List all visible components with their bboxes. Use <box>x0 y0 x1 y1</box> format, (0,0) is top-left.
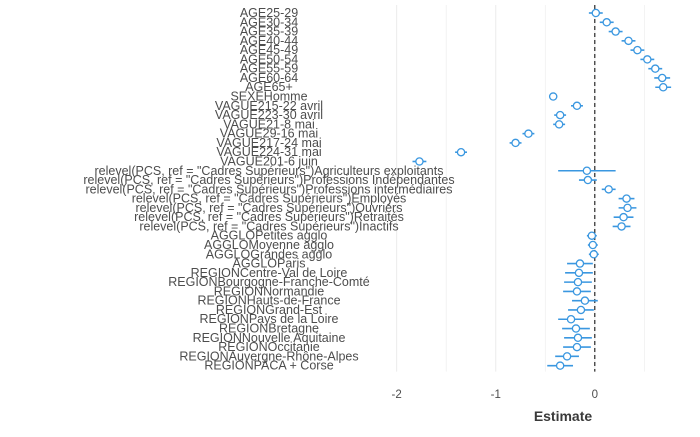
term-labels: AGE25-29AGE30-34AGE35-39AGE40-44AGE45-49… <box>83 6 454 373</box>
estimate-point <box>658 82 668 92</box>
estimate-point <box>633 45 642 55</box>
estimate-point <box>602 18 611 27</box>
term-label: AGE45-49 <box>240 43 298 57</box>
estimate-point <box>572 342 582 352</box>
estimate-point <box>572 101 582 111</box>
term-label: REGIONPays de la Loire <box>200 312 339 326</box>
estimate-point <box>624 36 633 46</box>
estimate-point <box>572 287 582 296</box>
estimate-point <box>415 157 424 166</box>
estimate-point <box>524 129 533 138</box>
term-label: AGE50-54 <box>240 52 298 66</box>
term-label: AGGLOGrandes agglo <box>206 247 333 261</box>
x-tick-label: -2 <box>392 389 402 401</box>
term-label: SEXEHomme <box>230 90 307 104</box>
estimate-point <box>591 8 601 18</box>
estimate-point <box>643 55 652 64</box>
term-label: VAGUE224-31 mai <box>216 145 321 159</box>
estimate-point <box>555 110 565 120</box>
term-label: AGE35-39 <box>240 25 298 39</box>
x-tick-label: -1 <box>491 389 501 401</box>
term-label: REGIONNormandie <box>214 284 324 298</box>
estimate-point <box>573 277 583 287</box>
estimate-point <box>571 324 581 333</box>
estimate-point <box>456 147 466 157</box>
estimate-point <box>580 296 590 305</box>
estimate-point <box>511 138 520 148</box>
term-label: REGIONAuvergne-Rhône-Alpes <box>179 349 358 363</box>
term-label: AGE60-64 <box>240 71 298 85</box>
term-label: relevel(PCS, ref = "Cadres Supérieurs")I… <box>139 219 398 233</box>
term-label: relevel(PCS, ref = "Cadres Supérieurs")E… <box>132 192 407 206</box>
estimate-point <box>566 314 576 324</box>
term-label: REGIONCentre-Val de Loire <box>191 266 348 280</box>
estimate-point <box>587 231 597 240</box>
estimate-point <box>562 352 572 361</box>
term-label: VAGUE201-6 juin <box>220 154 318 168</box>
term-label: REGIONGrand-Est <box>216 303 323 317</box>
estimate-point <box>657 73 667 83</box>
term-label: relevel(PCS, ref = "Cadres Supérieurs")R… <box>134 210 404 224</box>
term-label: AGE55-59 <box>240 62 298 76</box>
term-label: REGIONNouvelle Aquitaine <box>193 331 346 345</box>
term-label: VAGUE29-16 mai <box>220 127 318 141</box>
term-label: AGGLOPetites agglo <box>211 229 328 243</box>
term-label: relevel(PCS, ref = "Cadres Supérieurs")P… <box>85 182 452 196</box>
estimate-point <box>604 185 613 194</box>
estimate-point <box>575 259 585 268</box>
term-label: VAGUE223-30 avril <box>215 108 323 122</box>
term-label: relevel(PCS, ref = "Cadres Supérieurs")O… <box>136 201 403 215</box>
term-label: relevel(PCS, ref = "Cadres Supérieurs")A… <box>95 164 444 178</box>
term-label: REGIONBretagne <box>219 322 319 336</box>
term-label: AGE25-29 <box>240 6 298 20</box>
x-axis-title: Estimate <box>534 408 593 424</box>
estimate-point <box>573 333 583 343</box>
term-label: REGIONHauts-de-France <box>197 294 340 308</box>
term-label: AGGLOParis <box>233 257 306 271</box>
estimate-point <box>622 194 631 203</box>
term-label: AGGLOMoyenne agglo <box>204 238 334 252</box>
estimate-point <box>582 166 592 176</box>
estimate-point <box>589 250 599 259</box>
estimate-point <box>588 240 598 250</box>
estimate-point <box>548 92 558 101</box>
term-label: AGE30-34 <box>240 15 298 29</box>
estimate-point <box>574 268 584 278</box>
marks-layer <box>412 8 672 370</box>
term-label: VAGUE217-24 mai <box>216 136 321 150</box>
estimate-point <box>651 64 660 73</box>
term-label: VAGUE21-8 mai <box>223 117 314 131</box>
estimate-point <box>576 305 586 315</box>
term-label: REGIONOccitanie <box>218 340 319 354</box>
term-label: REGIONPACA + Corse <box>204 359 333 373</box>
x-axis-ticks: -2 -1 0 <box>392 389 599 401</box>
estimate-point <box>611 27 620 36</box>
x-tick-label: 0 <box>592 389 598 401</box>
estimate-point <box>554 120 564 129</box>
estimate-point <box>617 222 626 231</box>
term-label: AGE65+ <box>245 80 293 94</box>
estimate-point <box>619 212 628 222</box>
estimate-point <box>583 175 593 185</box>
term-label: VAGUE215-22 avril <box>215 99 323 113</box>
estimate-point <box>623 203 632 213</box>
term-label: AGE40-44 <box>240 34 298 48</box>
term-label: REGIONBourgogne-Franche-Comté <box>168 275 370 289</box>
estimate-point <box>555 361 565 370</box>
term-label: relevel(PCS, ref = "Cadres Supérieurs")P… <box>83 173 454 187</box>
